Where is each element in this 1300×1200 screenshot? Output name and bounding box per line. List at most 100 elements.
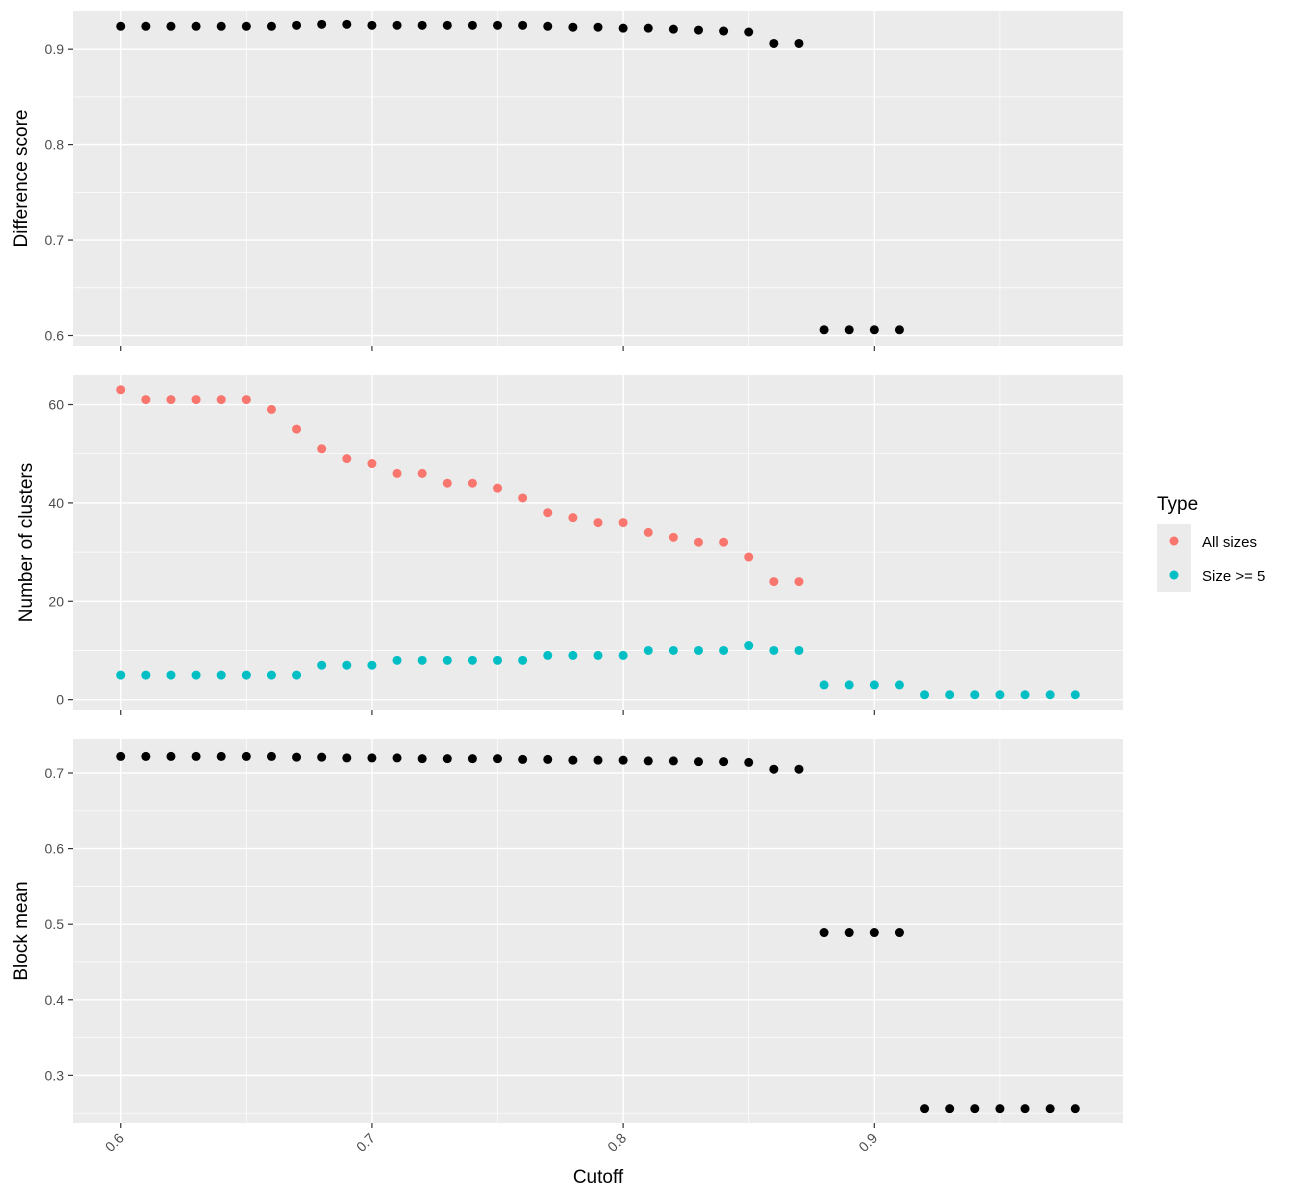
data-point [995, 690, 1005, 700]
data-point [794, 577, 804, 587]
y-tick-label: 40 [48, 495, 64, 511]
data-point [241, 670, 251, 680]
data-point [869, 325, 879, 335]
data-point [116, 385, 126, 395]
data-point [292, 424, 302, 434]
data-point [442, 478, 452, 488]
data-point [442, 754, 452, 764]
series-size-5 [116, 641, 1080, 700]
legend-label: Size >= 5 [1202, 568, 1265, 585]
y-tick-label: 0.8 [45, 137, 65, 153]
data-point [141, 21, 151, 31]
data-point [493, 655, 503, 665]
data-point [618, 650, 628, 660]
data-point [467, 655, 477, 665]
data-point [618, 755, 628, 765]
data-point [518, 20, 528, 30]
data-point [668, 24, 678, 34]
data-point [568, 513, 578, 523]
data-point [467, 754, 477, 764]
data-point [518, 493, 528, 503]
data-point [744, 641, 754, 651]
data-point [744, 757, 754, 767]
data-point [945, 1104, 955, 1114]
data-point [568, 755, 578, 765]
data-point [141, 751, 151, 761]
data-point [568, 22, 578, 32]
data-point [442, 655, 452, 665]
data-point [894, 680, 904, 690]
y-axis-title: Block mean [11, 881, 32, 980]
data-point [216, 670, 226, 680]
data-point [518, 655, 528, 665]
data-point [543, 754, 553, 764]
data-point [467, 20, 477, 30]
y-tick-label: 0.3 [45, 1067, 65, 1083]
y-tick-label: 0.4 [45, 992, 65, 1008]
data-point [593, 650, 603, 660]
data-point [618, 518, 628, 528]
data-point [719, 645, 729, 655]
data-point [643, 756, 653, 766]
data-point [266, 404, 276, 414]
y-tick-label: 0.9 [45, 41, 65, 57]
data-point [141, 395, 151, 405]
data-point [317, 752, 327, 762]
data-point [367, 660, 377, 670]
data-point [493, 20, 503, 30]
data-point [216, 395, 226, 405]
data-point [342, 753, 352, 763]
data-point [392, 20, 402, 30]
data-point [794, 645, 804, 655]
series-points-0 [116, 19, 904, 335]
data-point [894, 325, 904, 335]
y-tick-label: 0.6 [45, 841, 65, 857]
data-point [719, 26, 729, 36]
data-point [467, 478, 477, 488]
data-point [241, 395, 251, 405]
data-point [367, 753, 377, 763]
panel-difference: 0.6 0.7 0.8 0.9 Difference score [11, 11, 1123, 351]
y-tick-label: 0 [56, 692, 64, 708]
data-point [292, 20, 302, 30]
data-point [819, 680, 829, 690]
data-point [643, 23, 653, 33]
data-point [1070, 1104, 1080, 1114]
data-point [141, 670, 151, 680]
data-point [317, 19, 327, 29]
data-point [543, 650, 553, 660]
data-point [392, 655, 402, 665]
legend-entry: Size >= 5 [1157, 558, 1265, 592]
legend-swatch [1169, 570, 1179, 580]
data-point [342, 19, 352, 29]
data-point [693, 537, 703, 547]
y-tick-label: 0.7 [45, 232, 65, 248]
y-tick-label: 0.5 [45, 916, 65, 932]
data-point [618, 23, 628, 33]
data-point [166, 751, 176, 761]
data-point [1045, 690, 1055, 700]
data-point [493, 483, 503, 493]
data-point [693, 645, 703, 655]
data-point [769, 577, 779, 587]
data-point [342, 454, 352, 464]
data-point [794, 764, 804, 774]
data-point [442, 20, 452, 30]
panel-background [73, 739, 1123, 1123]
legend: Type All sizes Size >= 5 [1157, 494, 1265, 592]
data-point [1070, 690, 1080, 700]
data-point [493, 754, 503, 764]
data-point [844, 325, 854, 335]
legend-title: Type [1157, 494, 1198, 515]
data-point [191, 670, 201, 680]
data-point [216, 751, 226, 761]
y-tick-label: 20 [48, 593, 64, 609]
y-axis-title: Difference score [11, 110, 32, 248]
data-point [166, 395, 176, 405]
data-point [1045, 1104, 1055, 1114]
data-point [1020, 1104, 1030, 1114]
data-point [593, 22, 603, 32]
data-point [719, 757, 729, 767]
data-point [116, 670, 126, 680]
panel-blockmean: 0.3 0.4 0.5 0.6 0.7 0.6 0.7 0.8 0.9 Block mean [11, 739, 1123, 1155]
